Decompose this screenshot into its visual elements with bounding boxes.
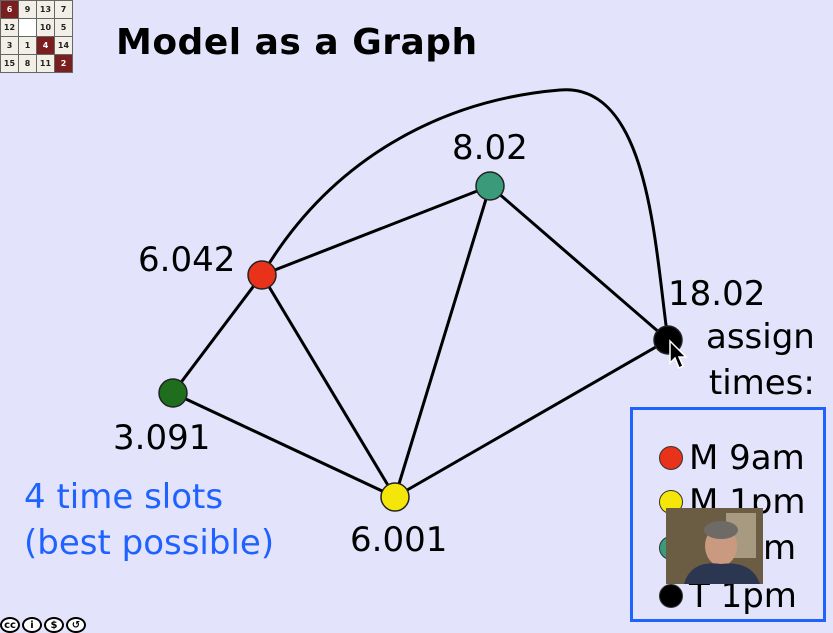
- graph-edge: [171, 274, 264, 394]
- slide-title: Model as a Graph: [116, 22, 478, 63]
- node-label-6001: 6.001: [350, 520, 448, 560]
- slots-note-line2: (best possible): [24, 523, 275, 563]
- red-dot-icon: [659, 446, 683, 470]
- puzzle-cell: 15: [0, 54, 19, 73]
- sa-icon: ↺: [66, 617, 86, 633]
- puzzle-cell: 3: [0, 36, 19, 55]
- nc-icon: $: [44, 617, 64, 633]
- slots-note-line1: 4 time slots: [24, 477, 224, 517]
- assign-line2: times:: [708, 363, 815, 403]
- puzzle-cell: 11: [36, 54, 55, 73]
- graph-node: [380, 482, 410, 512]
- puzzle-cell: 2: [54, 54, 73, 73]
- graph-node: [158, 378, 188, 408]
- legend-text: M 9am: [689, 438, 805, 478]
- legend-row: M 9am: [659, 438, 805, 478]
- mouse-cursor-icon: [669, 339, 688, 370]
- puzzle-cell: 9: [18, 0, 37, 19]
- puzzle-thumbnail: 6 9 13 7 12 10 5 3 1 4 14 15 8 11 2: [0, 0, 73, 73]
- puzzle-cell: [18, 18, 37, 37]
- graph-edge-arc: [260, 88, 670, 341]
- presenter-silhouette-icon: [666, 508, 763, 584]
- graph-edge: [393, 185, 492, 498]
- puzzle-cell: 12: [0, 18, 19, 37]
- node-label-6042: 6.042: [138, 240, 236, 280]
- puzzle-cell: 8: [18, 54, 37, 73]
- black-dot-icon: [659, 584, 683, 608]
- graph-edge: [172, 391, 396, 499]
- graph-edge: [394, 338, 669, 499]
- license-badge: cc i $ ↺: [0, 617, 92, 633]
- slots-note: 4 time slots (best possible): [24, 474, 274, 566]
- graph-edge: [261, 184, 491, 277]
- graph-node: [247, 260, 277, 290]
- graph-node: [475, 171, 505, 201]
- puzzle-cell: 5: [54, 18, 73, 37]
- presenter-video: [666, 508, 763, 584]
- node-label-802: 8.02: [452, 128, 528, 168]
- graph-edge: [489, 184, 669, 342]
- node-label-3091: 3.091: [113, 418, 211, 458]
- cc-icon: cc: [0, 617, 20, 633]
- node-label-1802: 18.02: [668, 274, 766, 314]
- puzzle-cell: 14: [54, 36, 73, 55]
- assign-line1: assign: [706, 317, 815, 357]
- assign-times-label: assign times:: [706, 314, 815, 406]
- by-icon: i: [22, 617, 42, 633]
- graph-edge: [260, 274, 397, 498]
- puzzle-cell: 10: [36, 18, 55, 37]
